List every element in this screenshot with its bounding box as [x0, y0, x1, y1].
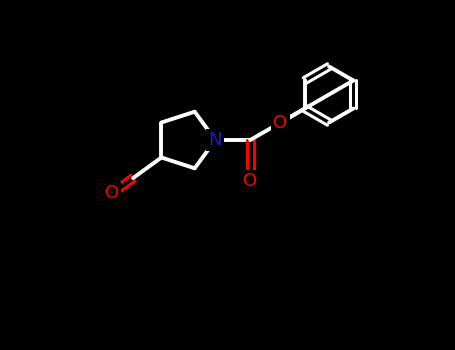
Text: O: O [273, 113, 288, 132]
Text: O: O [273, 113, 288, 132]
Text: N: N [208, 131, 222, 149]
Text: O: O [243, 172, 258, 190]
Text: O: O [105, 184, 119, 203]
Text: O: O [105, 184, 119, 203]
Text: O: O [243, 172, 258, 190]
